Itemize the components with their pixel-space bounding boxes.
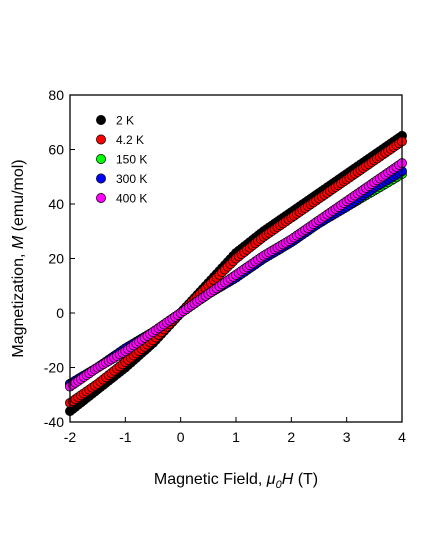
y-tick-label: 20	[48, 251, 64, 267]
x-tick-label: 0	[177, 429, 185, 445]
x-tick-label: -1	[119, 429, 132, 445]
y-tick-label: 0	[56, 305, 64, 321]
y-tick-label: -40	[44, 414, 64, 430]
x-tick-label: 2	[287, 429, 295, 445]
x-tick-label: 3	[343, 429, 351, 445]
legend-label: 2 K	[116, 114, 134, 128]
x-tick-label: 4	[398, 429, 406, 445]
legend-label: 150 K	[116, 153, 147, 167]
legend-marker	[96, 173, 106, 184]
y-axis-label: Magnetization, M (emu/mol)	[10, 159, 27, 357]
legend: 2 K 4.2 K 150 K 300 K 400 K	[96, 114, 147, 206]
series-4.2-k	[65, 136, 407, 408]
legend-label: 300 K	[116, 172, 147, 186]
series-400-k	[65, 158, 407, 392]
data-marks	[65, 130, 407, 417]
legend-label: 400 K	[116, 192, 147, 206]
legend-label: 4.2 K	[116, 133, 144, 147]
axis-ticks: -2 -1 0 1 2 3 4 -40 -20 0 20 40 60 80	[44, 87, 406, 445]
legend-marker	[96, 115, 106, 125]
x-tick-label: 1	[232, 429, 240, 445]
y-tick-label: 80	[48, 87, 64, 103]
y-tick-label: -20	[44, 360, 64, 376]
y-tick-label: 60	[48, 142, 64, 158]
x-tick-label: -2	[64, 429, 77, 445]
legend-marker	[96, 193, 106, 203]
x-axis-label: Magnetic Field, μ0H (T)	[154, 471, 318, 491]
legend-marker	[96, 154, 106, 164]
legend-marker	[96, 134, 106, 145]
y-tick-label: 40	[48, 196, 64, 212]
